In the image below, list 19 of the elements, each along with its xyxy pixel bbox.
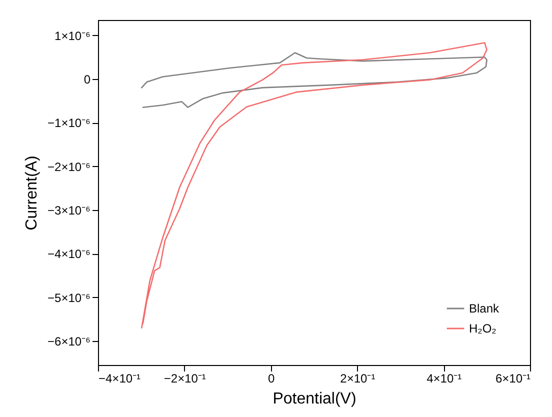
y-tick-label: −1×10⁻⁶ xyxy=(48,116,91,130)
y-tick-label: −5×10⁻⁶ xyxy=(48,290,91,305)
y-tick-label: 1×10⁻⁶ xyxy=(54,28,91,43)
legend-label: Blank xyxy=(469,302,500,316)
x-tick-label: 0 xyxy=(268,372,275,386)
line-series xyxy=(140,52,488,108)
x-tick-label: −2×10⁻¹ xyxy=(164,372,206,386)
x-tick-label: 6×10⁻¹ xyxy=(495,372,530,386)
x-axis-title: Potential(V) xyxy=(272,390,356,408)
y-tick-label: −2×10⁻⁶ xyxy=(48,160,91,174)
y-tick-label: 0 xyxy=(84,72,91,86)
y-tick-label: −4×10⁻⁶ xyxy=(48,247,91,262)
legend-label: H₂O₂ xyxy=(469,322,497,336)
x-tick-label: 4×10⁻¹ xyxy=(426,372,462,386)
x-tick-label: −4×10⁻¹ xyxy=(98,372,141,386)
y-axis-title: Current(A) xyxy=(24,156,41,230)
y-tick-label: −6×10⁻⁶ xyxy=(48,334,91,348)
x-tick-label: 2×10⁻¹ xyxy=(340,372,376,386)
y-tick-label: −3×10⁻⁶ xyxy=(48,203,91,218)
